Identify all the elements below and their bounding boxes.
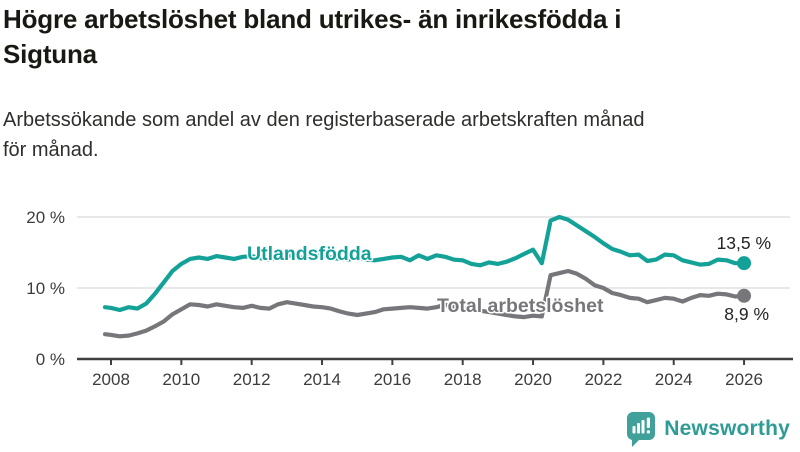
series-line-total-arbetsloshet [102,268,747,339]
newsworthy-logo[interactable]: Newsworthy [626,411,790,447]
y-tick-label-20: 20 % [26,208,65,227]
page-title: Högre arbetslöshet bland utrikes- än inr… [3,2,784,72]
x-tick-label-2014: 2014 [303,370,341,389]
end-value-label-total-arbetsloshet: 8,9 % [724,304,769,324]
x-tick-label-2020: 2020 [514,370,552,389]
end-value-label-utlandsfodda: 13,5 % [717,233,771,253]
series-label-total-arbetsloshet: Total arbetslöshet [437,295,604,317]
x-tick-label-2008: 2008 [92,370,130,389]
x-tick-label-2022: 2022 [584,370,622,389]
chart-subtitle: Arbetssökande som andel av den registerb… [3,105,790,165]
chart-subtitle-line2: för månad. [3,139,99,161]
page-title-line1: Högre arbetslöshet bland utrikes- än inr… [3,4,622,34]
x-tick-label-2012: 2012 [233,370,271,389]
unemployment-line-chart: 0 % 10 % 20 % 2008 2010 2012 2014 2016 2018 2020 2… [26,208,793,389]
series-endpoint-total-arbetsloshet [737,288,752,303]
chart-subtitle-line1: Arbetssökande som andel av den registerb… [3,109,645,131]
x-tick-label-2024: 2024 [655,370,693,389]
y-tick-label-0: 0 % [36,350,65,369]
y-tick-label-10: 10 % [26,279,65,298]
x-tick-label-2018: 2018 [444,370,482,389]
x-tick-label-2016: 2016 [373,370,411,389]
x-tick-label-2010: 2010 [162,370,200,389]
series-line-utlandsfodda [102,214,747,313]
x-tick-label-2026: 2026 [725,370,763,389]
series-endpoint-utlandsfodda [737,256,752,271]
series-label-utlandsfodda: Utlandsfödda [247,243,372,265]
newsworthy-brand-name: Newsworthy [664,417,790,440]
newsworthy-speech-bubble-bar-chart-icon [627,412,656,447]
page-title-line2: Sigtuna [3,39,97,69]
